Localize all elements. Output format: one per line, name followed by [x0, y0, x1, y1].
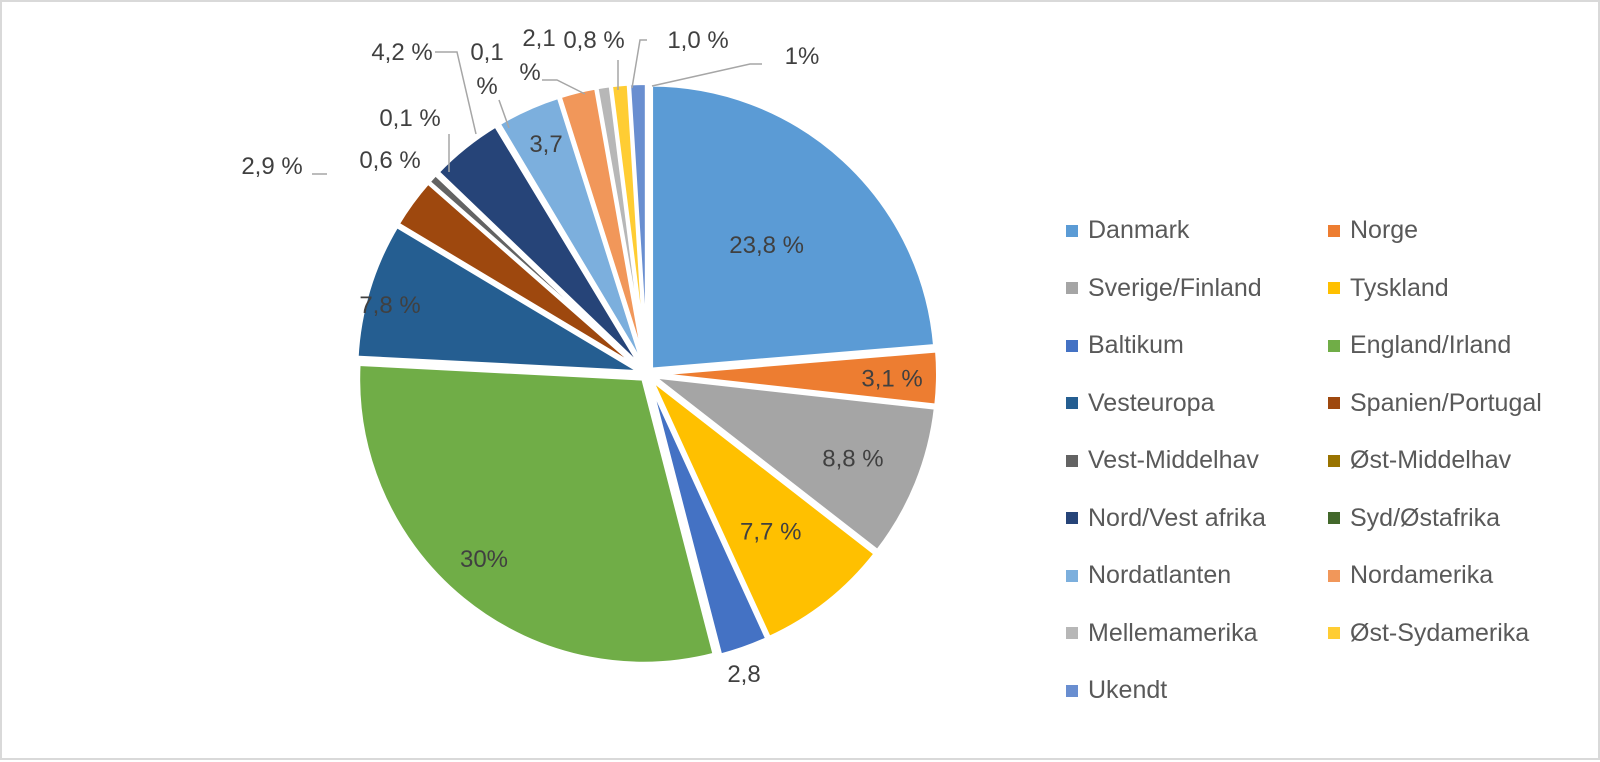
legend-swatch [1066, 282, 1078, 295]
legend-label: England/Irland [1350, 331, 1512, 360]
legend-label: Norge [1350, 216, 1419, 245]
legend-label: Nordamerika [1350, 561, 1494, 590]
legend-item-mellemamerika: Mellemamerika [1066, 605, 1328, 663]
legend-label: Øst-Sydamerika [1350, 618, 1530, 647]
legend-swatch [1066, 512, 1078, 525]
legend-item-tyskland: Tyskland [1328, 260, 1588, 318]
data-label-spanien-portugal: 2,9 % [241, 153, 302, 180]
legend-item-nordamerika: Nordamerika [1328, 547, 1588, 605]
data-label-suffix-syd-østafrika: % [476, 73, 497, 100]
legend-swatch [1066, 684, 1078, 697]
legend-item-england-irland: England/Irland [1328, 317, 1588, 375]
legend-label: Tyskland [1350, 273, 1449, 302]
legend-swatch [1066, 224, 1078, 237]
legend-item-norge: Norge [1328, 202, 1588, 260]
legend-label: Nord/Vest afrika [1088, 503, 1266, 532]
legend-swatch [1328, 282, 1340, 295]
legend-label: Nordatlanten [1088, 561, 1232, 590]
legend-item-vest-middelhav: Vest-Middelhav [1066, 432, 1328, 490]
pie-slices [354, 81, 940, 666]
pie-slice-baltikum [647, 377, 770, 658]
leader-lines [312, 39, 762, 175]
legend-item-øst-middelhav: Øst-Middelhav [1328, 432, 1588, 490]
data-label-tyskland: 7,7 % [740, 519, 801, 546]
data-label-sverige-finland: 8,8 % [822, 446, 883, 473]
leader-line-øst-sydamerika [631, 39, 647, 89]
legend-item-nordatlanten: Nordatlanten [1066, 547, 1328, 605]
data-label-baltikum: 2,8 [727, 661, 760, 688]
data-label-øst-middelhav: 0,1 % [379, 105, 440, 132]
legend-item-sverige-finland: Sverige/Finland [1066, 260, 1328, 318]
pie-slice-tyskland [648, 376, 878, 640]
legend-label: Mellemamerika [1088, 618, 1258, 647]
leader-line-syd-østafrika [498, 99, 510, 129]
legend-swatch [1066, 397, 1078, 410]
pie-slice-danmark [649, 82, 938, 372]
legend-item-spanien-portugal: Spanien/Portugal [1328, 375, 1588, 433]
data-label-syd-østafrika: 0,1 [470, 39, 503, 66]
data-label-vest-middelhav: 0,6 % [359, 147, 420, 174]
legend-item-øst-sydamerika: Øst-Sydamerika [1328, 605, 1588, 663]
data-label-ukendt: 1% [785, 43, 820, 70]
legend-swatch [1328, 397, 1340, 410]
data-label-danmark: 23,8 % [729, 232, 804, 259]
legend-item-nord-vest-afrika: Nord/Vest afrika [1066, 490, 1328, 548]
legend-item-baltikum: Baltikum [1066, 317, 1328, 375]
legend-label: Baltikum [1088, 331, 1184, 360]
data-label-suffix-nordamerika: % [519, 59, 540, 86]
data-label-nordatlanten: 3,7 [529, 131, 562, 158]
legend-label: Sverige/Finland [1088, 273, 1262, 302]
pie-slice-vesteuropa [354, 223, 644, 375]
legend-item-danmark: Danmark [1066, 202, 1328, 260]
legend-swatch [1328, 627, 1340, 640]
legend-label: Øst-Middelhav [1350, 446, 1512, 475]
data-label-vesteuropa: 7,8 % [359, 292, 420, 319]
leader-line-ukendt [651, 63, 762, 87]
pie-slice-england-irland [356, 361, 717, 666]
legend-label: Danmark [1088, 216, 1190, 245]
data-label-norge: 3,1 % [861, 365, 922, 392]
legend-swatch [1328, 569, 1340, 582]
legend-swatch [1328, 454, 1340, 467]
legend-label: Syd/Østafrika [1350, 503, 1501, 532]
data-labels: 23,8 % 3,1 % 8,8 % 7,7 % 2,8 30% 7,8 % 2,9 % 0,6… [241, 25, 922, 688]
data-label-øst-sydamerika: 1,0 % [667, 27, 728, 54]
data-label-nord-vest-afrika: 4,2 % [371, 39, 432, 66]
legend-swatch [1328, 224, 1340, 237]
legend-label: Vest-Middelhav [1088, 446, 1259, 475]
pie-slice-norge [650, 348, 940, 408]
legend-swatch [1328, 512, 1340, 525]
data-label-england-irland: 30% [460, 546, 508, 573]
legend-label: Spanien/Portugal [1350, 388, 1542, 417]
data-label-mellemamerika: 0,8 % [563, 27, 624, 54]
data-label-nordamerika: 2,1 [522, 25, 555, 52]
leader-line-nord-vest-afrika [435, 51, 477, 135]
legend-swatch [1066, 627, 1078, 640]
legend-item-syd-østafrika: Syd/Østafrika [1328, 490, 1588, 548]
legend-item-ukendt: Ukendt [1066, 662, 1328, 720]
pie-slice-sverige-finland [650, 374, 938, 554]
legend: Danmark Norge Sverige/Finland Tyskland Balti… [1066, 202, 1588, 720]
legend-label: Ukendt [1088, 676, 1168, 705]
legend-label: Vesteuropa [1088, 388, 1215, 417]
legend-swatch [1066, 569, 1078, 582]
legend-swatch [1066, 339, 1078, 352]
legend-item-vesteuropa: Vesteuropa [1066, 375, 1328, 433]
pie-slice-ukendt [627, 81, 649, 371]
legend-swatch [1328, 339, 1340, 352]
legend-swatch [1066, 454, 1078, 467]
leader-line-nordamerika [542, 79, 586, 95]
